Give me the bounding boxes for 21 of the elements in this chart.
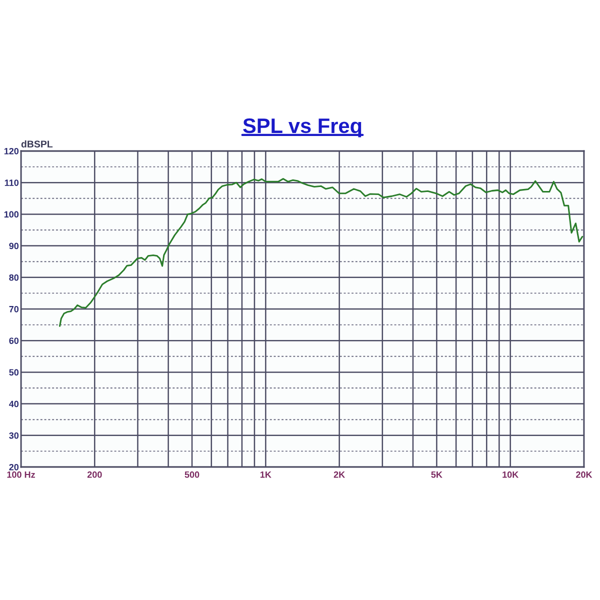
x-tick-label: 1K xyxy=(260,472,272,478)
x-tick-label: 5K xyxy=(431,472,442,478)
y-axis-title: dBSPL xyxy=(21,140,53,148)
y-tick-label: 70 xyxy=(9,306,19,312)
y-tick-label: 110 xyxy=(4,180,19,186)
y-tick-label: 80 xyxy=(9,274,19,281)
y-tick-label: 100 xyxy=(4,211,19,218)
x-tick-label: 500 xyxy=(184,471,200,478)
y-tick-label: 120 xyxy=(4,148,19,154)
y-tick-label: 30 xyxy=(9,432,19,439)
x-tick-label: 10K xyxy=(502,471,519,478)
x-tick-label: 200 xyxy=(87,471,102,478)
y-tick-label: 50 xyxy=(9,369,19,376)
y-tick-label: 60 xyxy=(9,338,19,344)
y-tick-label: 20 xyxy=(9,464,19,470)
x-tick-label: 20K xyxy=(576,471,592,478)
x-tick-label: 100 Hz xyxy=(7,471,35,478)
x-tick-label: 2K xyxy=(334,471,346,478)
chart-title: SPL vs Freq xyxy=(243,118,362,138)
y-tick-label: 40 xyxy=(9,400,19,408)
y-tick-label: 90 xyxy=(9,242,19,250)
